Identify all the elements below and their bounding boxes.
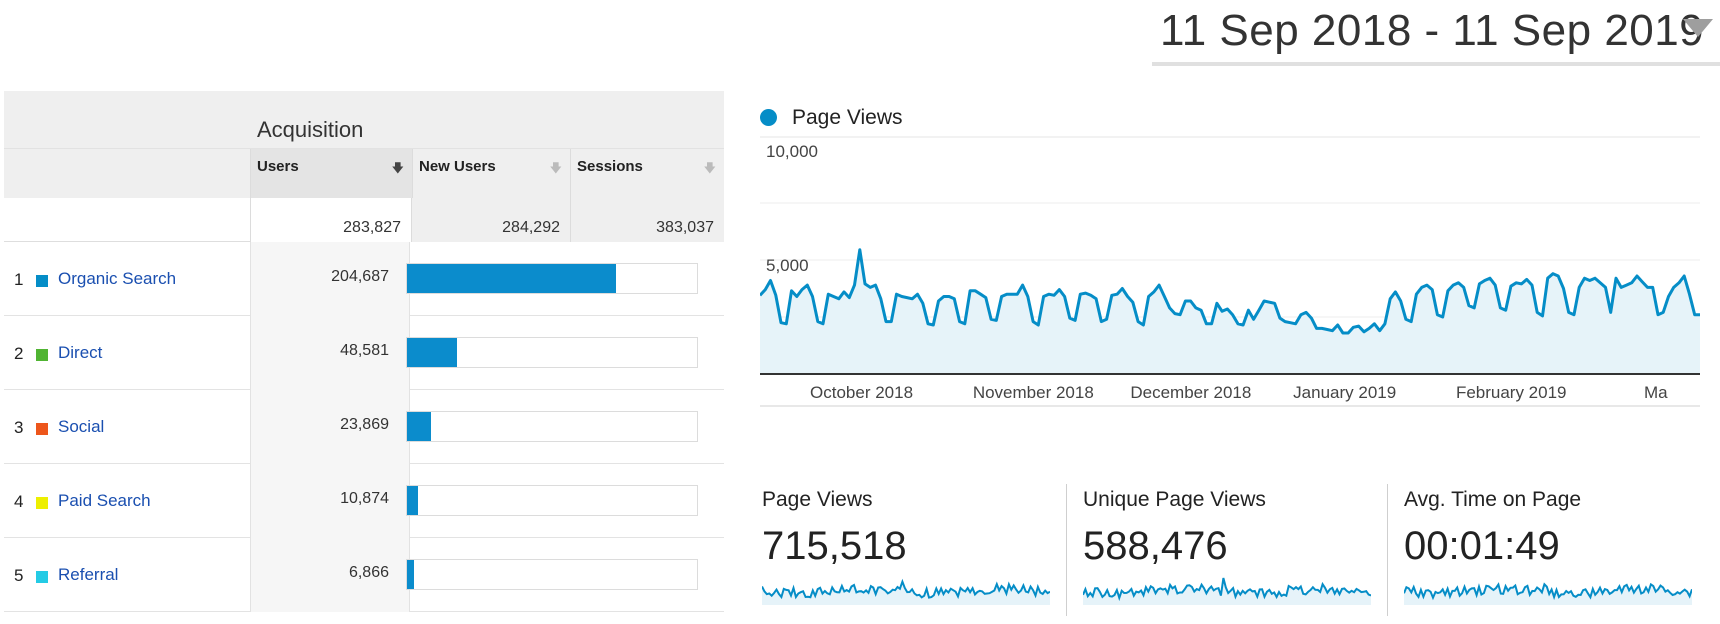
scorecard-value: 00:01:49 (1404, 524, 1560, 568)
column-header-users-label: Users (257, 158, 299, 175)
scorecard-label: Unique Page Views (1083, 488, 1266, 511)
users-share-fill (407, 338, 457, 367)
row-index: 3 (14, 418, 24, 437)
channel-link-social[interactable]: Social (58, 417, 105, 436)
sparkline (762, 578, 1050, 605)
users-share-bar (406, 411, 698, 442)
channel-color-swatch (36, 275, 48, 287)
users-share-bar (406, 559, 698, 590)
sparkline (1083, 577, 1371, 605)
sparkline-line (1083, 577, 1371, 602)
sort-arrow-icon[interactable]: 🡇 (391, 161, 404, 175)
series-line (760, 248, 1700, 335)
channel-link-referral[interactable]: Referral (58, 565, 119, 584)
users-value: 204,687 (331, 268, 389, 285)
scorecard-unique-page-views[interactable]: Unique Page Views 588,476 (1066, 484, 1371, 616)
users-share-fill (407, 412, 432, 441)
y-tick-label: 10,000 (766, 142, 818, 161)
table-row: 5 Referral 6,866 (4, 538, 724, 612)
users-cell: 204,687 (250, 242, 410, 316)
x-tick-label: Ma (1644, 383, 1668, 402)
total-new-users: 284,292 (412, 198, 570, 242)
total-sessions: 383,037 (570, 198, 724, 242)
channel-link-direct[interactable]: Direct (58, 343, 103, 362)
users-share-fill (407, 486, 419, 515)
scorecard-value: 588,476 (1083, 524, 1228, 568)
sort-arrow-icon[interactable]: 🡇 (549, 161, 562, 175)
users-share-fill (407, 560, 414, 589)
channel-color-swatch (36, 497, 48, 509)
total-users: 283,827 (250, 198, 412, 242)
chevron-down-icon[interactable] (1683, 19, 1713, 37)
y-tick-label: 5,000 (766, 256, 809, 275)
sparkline-line (762, 578, 1050, 600)
date-range-selector[interactable]: 11 Sep 2018 - 11 Sep 2019 (1152, 0, 1720, 68)
table-row: 2 Direct 48,581 (4, 316, 724, 390)
users-cell: 6,866 (250, 538, 410, 612)
x-tick-label: February 2019 (1456, 383, 1567, 402)
column-header-sessions[interactable]: Sessions 🡇 (570, 149, 724, 198)
date-range-underline (1152, 62, 1720, 66)
acquisition-table: Acquisition Users 🡇 New Users 🡇 Sessions… (4, 91, 724, 612)
row-index: 4 (14, 492, 24, 511)
acquisition-header: Acquisition (4, 91, 724, 149)
sort-arrow-icon[interactable]: 🡇 (703, 161, 716, 175)
scorecard-page-views[interactable]: Page Views 715,518 (762, 484, 1062, 616)
legend-label: Page Views (792, 106, 903, 129)
x-tick-label: November 2018 (973, 383, 1094, 402)
x-tick-label: October 2018 (810, 383, 913, 402)
scorecard-avg-time-on-page[interactable]: Avg. Time on Page 00:01:49 (1387, 484, 1692, 616)
users-share-bar (406, 485, 698, 516)
x-tick-label: January 2019 (1293, 383, 1396, 402)
column-header-sessions-label: Sessions (577, 158, 643, 175)
acquisition-title: Acquisition (257, 117, 364, 142)
users-value: 6,866 (348, 564, 389, 581)
channel-color-swatch (36, 423, 48, 435)
scorecard-label: Avg. Time on Page (1404, 488, 1582, 511)
date-range-label: 11 Sep 2018 - 11 Sep 2019 (1160, 6, 1705, 55)
users-cell: 48,581 (250, 316, 410, 390)
column-headers: Users 🡇 New Users 🡇 Sessions 🡇 (4, 149, 724, 198)
users-share-bar (406, 263, 698, 294)
table-row: 1 Organic Search 204,687 (4, 242, 724, 316)
legend-dot-icon (760, 109, 777, 126)
column-header-users[interactable]: Users 🡇 (250, 149, 412, 198)
row-index: 2 (14, 344, 24, 363)
channel-color-swatch (36, 349, 48, 361)
sparkline-area (762, 581, 1050, 605)
users-cell: 23,869 (250, 390, 410, 464)
channel-link-organic-search[interactable]: Organic Search (58, 269, 177, 288)
sparkline (1404, 582, 1692, 605)
totals-row: 283,827 284,292 383,037 (4, 198, 724, 242)
x-tick-label: December 2018 (1130, 383, 1251, 402)
users-value: 23,869 (340, 416, 389, 433)
users-share-bar (406, 337, 698, 368)
row-index: 5 (14, 566, 24, 585)
users-value: 48,581 (340, 342, 389, 359)
table-row: 4 Paid Search 10,874 (4, 464, 724, 538)
column-header-new-users[interactable]: New Users 🡇 (412, 149, 570, 198)
users-share-fill (407, 264, 616, 293)
sparkline-line (1404, 582, 1692, 601)
channel-color-swatch (36, 571, 48, 583)
users-cell: 10,874 (250, 464, 410, 538)
scorecard-label: Page Views (762, 488, 873, 511)
scorecard-value: 715,518 (762, 524, 907, 568)
row-index: 1 (14, 270, 24, 289)
table-row: 3 Social 23,869 (4, 390, 724, 464)
users-value: 10,874 (340, 490, 389, 507)
column-header-new-users-label: New Users (419, 158, 496, 175)
page-views-chart[interactable]: 10,000 5,000 October 2018 November 2018 Dece… (760, 136, 1700, 414)
channel-link-paid-search[interactable]: Paid Search (58, 491, 151, 510)
